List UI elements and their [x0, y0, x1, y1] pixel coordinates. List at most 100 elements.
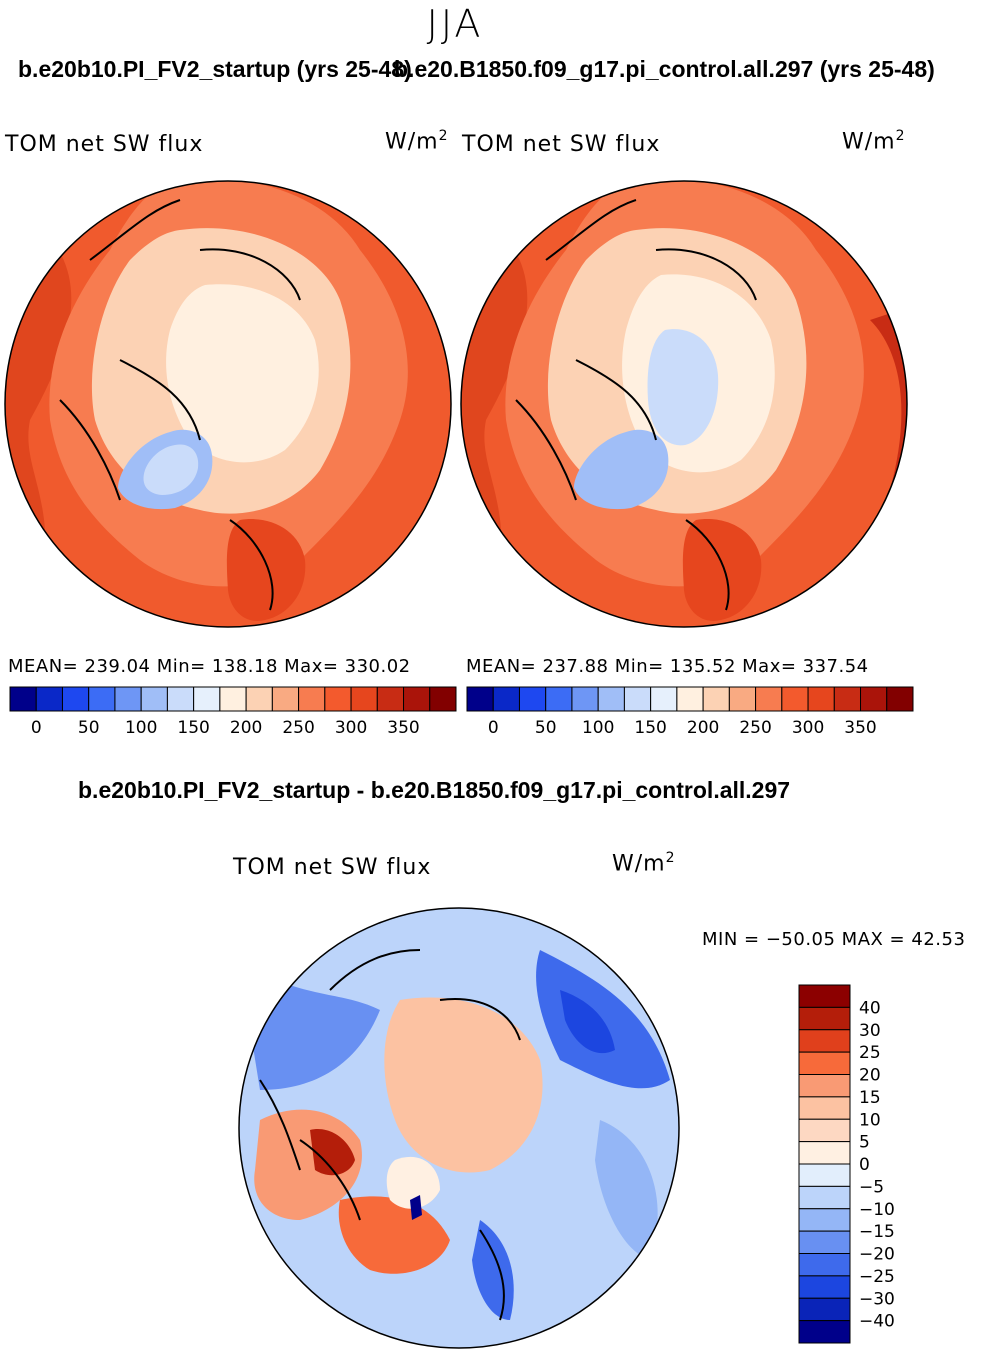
- diff-europe-neg: [595, 1120, 658, 1260]
- colorbar-diff-swatch-3: [798, 1051, 851, 1075]
- colorbar-diff-swatch-11: [798, 1230, 851, 1254]
- colorbar-diff-swatch-9: [798, 1185, 851, 1210]
- colorbar-a-swatch-6: [166, 686, 195, 712]
- colorbar-a-tick-label: 200: [230, 718, 262, 738]
- colorbar-diff-swatch-7: [798, 1141, 851, 1165]
- colorbar-b-swatch-3: [545, 686, 573, 712]
- colorbar-a-tick-label: 250: [282, 718, 314, 738]
- panel-a-stats: MEAN= 239.04 Min= 138.18 Max= 330.02: [8, 656, 411, 677]
- diff-greenland-center: [386, 1156, 440, 1209]
- panel-b-stats: MEAN= 237.88 Min= 135.52 Max= 337.54: [466, 656, 869, 677]
- colorbar-b-tick-label: 300: [792, 718, 824, 738]
- colorbar-diff-swatch-8: [798, 1163, 851, 1187]
- colorbar-a: 0 50 100 150 200 250 300 350: [9, 686, 457, 738]
- colorbar-a-swatch-0: [9, 686, 37, 712]
- panel-a-variable: TOM net SW flux: [5, 132, 204, 157]
- colorbar-b-swatch-16: [886, 686, 914, 712]
- colorbar-a-swatch-1: [35, 686, 63, 712]
- colorbar-diff-tick-label: −30: [859, 1289, 895, 1309]
- case-a-title: b.e20b10.PI_FV2_startup (yrs 25-48): [18, 56, 412, 82]
- colorbar-a-tick-label: 150: [177, 718, 209, 738]
- colorbar-b-swatch-8: [676, 686, 704, 712]
- colorbar-diff-swatch-2: [798, 1029, 851, 1053]
- colorbar-diff-swatch-14: [798, 1297, 851, 1322]
- colorbar-a-swatch-3: [88, 686, 116, 712]
- colorbar-b-swatch-6: [623, 686, 652, 712]
- colorbar-diff-swatch-0: [798, 984, 851, 1008]
- colorbar-diff-tick-label: −5: [859, 1177, 884, 1197]
- colorbar-b-swatch-13: [807, 686, 835, 712]
- colorbar-a-swatch-11: [298, 686, 326, 712]
- map-a-greenland-inner: [143, 444, 199, 495]
- colorbar-a-swatch-14: [376, 686, 405, 712]
- diff-atlantic-strong: [560, 990, 615, 1054]
- map-b-border: [460, 180, 908, 628]
- polar-map-diff: [239, 908, 679, 1348]
- colorbar-diff-swatch-15: [798, 1320, 851, 1344]
- colorbar-b-tick-label: 100: [582, 718, 614, 738]
- colorbar-a-swatch-13: [350, 686, 378, 712]
- colorbar-a-swatch-10: [271, 686, 300, 712]
- polar-map-a: [5, 181, 451, 627]
- colorbar-diff-swatch-5: [798, 1096, 851, 1120]
- diff-greenland-pos: [338, 1196, 450, 1274]
- colorbar-b-tick-label: 150: [634, 718, 666, 738]
- colorbar-a-swatch-16: [429, 686, 457, 712]
- colorbar-diff-tick-label: 40: [859, 998, 881, 1018]
- colorbar-b-swatch-2: [518, 686, 547, 712]
- colorbar-b-swatch-15: [860, 686, 888, 712]
- colorbar-diff-swatch-13: [798, 1275, 851, 1299]
- diff-variable: TOM net SW flux: [233, 855, 432, 880]
- colorbar-a-swatch-12: [324, 686, 352, 712]
- colorbar-a-tick-label: 350: [387, 718, 419, 738]
- colorbar-b-swatch-1: [492, 686, 520, 712]
- map-diff-border: [238, 907, 680, 1349]
- colorbar-a-tick-label: 0: [31, 718, 42, 738]
- colorbar-diff-tick-label: −40: [859, 1312, 895, 1332]
- map-a-scandinavia: [226, 519, 306, 621]
- colorbar-diff-tick-label: 30: [859, 1021, 881, 1041]
- diff-arctic-center: [384, 997, 543, 1173]
- colorbar-diff-tick-label: 0: [859, 1155, 870, 1175]
- colorbar-b-swatch-12: [781, 686, 809, 712]
- map-a-arctic-center: [166, 284, 319, 463]
- colorbar-b-swatch-14: [833, 686, 862, 712]
- colorbar-b-swatch-9: [702, 686, 730, 712]
- colorbar-diff-tick-label: 10: [859, 1110, 881, 1130]
- polar-map-b: [461, 181, 907, 627]
- colorbar-b-tick-label: 250: [739, 718, 771, 738]
- colorbar-b-tick-label: 0: [488, 718, 499, 738]
- case-b-title: b.e20.B1850.f09_g17.pi_control.all.297 (…: [394, 56, 935, 82]
- colorbar-diff-tick-label: 25: [859, 1043, 881, 1063]
- colorbar-diff-tick-label: 5: [859, 1133, 870, 1153]
- colorbar-diff-tick-label: 20: [859, 1066, 881, 1086]
- colorbar-diff-tick-label: −15: [859, 1222, 895, 1242]
- diff-atlantic-neg: [536, 950, 670, 1089]
- colorbar-b-tick-label: 50: [535, 718, 557, 738]
- colorbar-a-swatch-15: [403, 686, 431, 712]
- colorbar-b-tick-label: 200: [687, 718, 719, 738]
- colorbar-a-swatch-5: [140, 686, 168, 712]
- colorbar-diff-tick-label: −10: [859, 1200, 895, 1220]
- colorbar-diff-swatch-1: [798, 1006, 851, 1031]
- panel-b-variable: TOM net SW flux: [462, 132, 661, 157]
- colorbar-a-tick-label: 100: [125, 718, 157, 738]
- panel-a-units: W/m2: [385, 128, 449, 155]
- colorbar-diff-tick-label: −25: [859, 1267, 895, 1287]
- colorbar-a-swatch-9: [245, 686, 273, 712]
- colorbar-a-swatch-8: [219, 686, 247, 712]
- difference-title: b.e20b10.PI_FV2_startup - b.e20.B1850.f0…: [78, 777, 791, 803]
- map-b-greenland: [574, 429, 669, 510]
- diff-minmax: MIN = −50.05 MAX = 42.53: [702, 929, 966, 950]
- diff-units: W/m2: [612, 850, 676, 877]
- colorbar-b-swatch-4: [571, 686, 599, 712]
- colorbar-diff-tick-label: 15: [859, 1088, 881, 1108]
- colorbar-b: 0 50 100 150 200 250 300 350: [466, 686, 914, 738]
- map-b-scandinavia: [682, 519, 762, 621]
- colorbar-b-swatch-5: [597, 686, 625, 712]
- colorbar-a-tick-label: 300: [335, 718, 367, 738]
- colorbar-b-swatch-7: [650, 686, 678, 712]
- colorbar-a-tick-label: 50: [78, 718, 100, 738]
- colorbar-diff-swatch-6: [798, 1118, 851, 1143]
- colorbar-diff-swatch-10: [798, 1208, 851, 1232]
